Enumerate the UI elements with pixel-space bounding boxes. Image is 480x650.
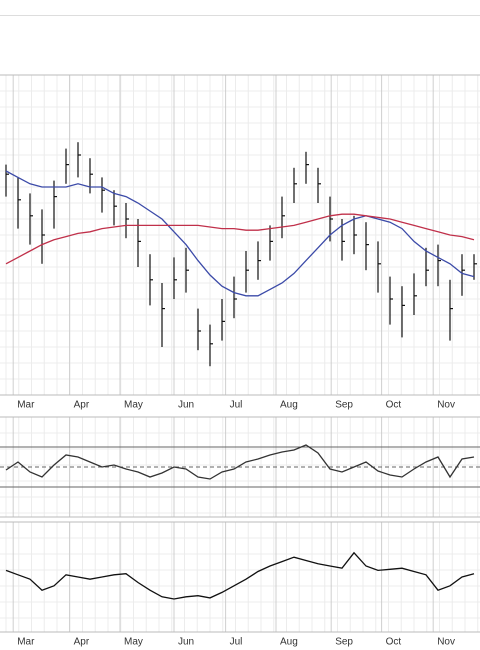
x-tick-label: Apr bbox=[74, 400, 90, 411]
series-line bbox=[5, 213, 475, 265]
x-tick-label: Oct bbox=[386, 637, 402, 648]
x-tick-label: Jun bbox=[178, 400, 194, 411]
x-tick-label: Apr bbox=[74, 637, 90, 648]
x-tick-label: Nov bbox=[437, 637, 455, 648]
x-tick-label: Jul bbox=[230, 400, 243, 411]
x-tick-label: Oct bbox=[386, 400, 402, 411]
x-tick-label: Mar bbox=[17, 400, 35, 411]
x-tick-label: Nov bbox=[437, 400, 455, 411]
x-tick-label: May bbox=[124, 637, 143, 648]
series-line bbox=[5, 444, 475, 480]
x-tick-label: Mar bbox=[17, 637, 35, 648]
series-line bbox=[5, 170, 475, 297]
x-tick-label: May bbox=[124, 400, 143, 411]
series-line bbox=[5, 551, 475, 600]
x-tick-label: Sep bbox=[335, 400, 353, 411]
x-tick-label: Aug bbox=[280, 637, 298, 648]
x-tick-label: Jul bbox=[230, 637, 243, 648]
x-tick-label: Jun bbox=[178, 637, 194, 648]
x-tick-label: Sep bbox=[335, 637, 353, 648]
x-tick-label: Aug bbox=[280, 400, 298, 411]
